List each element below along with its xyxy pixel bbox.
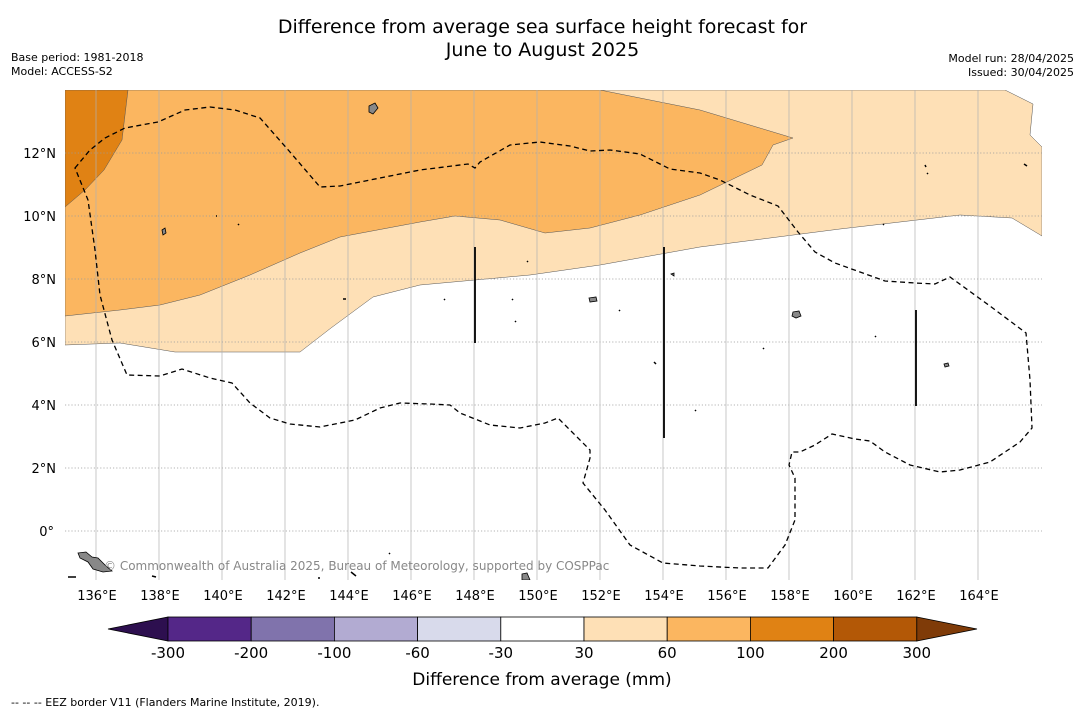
colorbar-tick-label: 30	[574, 644, 593, 662]
lon-label: 152°E	[581, 589, 621, 604]
island-marianas	[368, 102, 379, 115]
footer-note: -- -- -- EEZ border V11 (Flanders Marine…	[11, 696, 320, 709]
lat-label: 2°N	[32, 462, 57, 477]
issued-label: Issued: 30/04/2025	[967, 66, 1074, 79]
anomaly-region-60-100	[65, 90, 794, 317]
colorbar-swatch	[750, 616, 835, 642]
lon-label: 136°E	[77, 589, 117, 604]
lat-label: 12°N	[23, 147, 56, 162]
lon-label: 160°E	[833, 589, 873, 604]
island-png-coast	[77, 551, 113, 573]
lat-labels: 12°N 10°N 8°N 6°N 4°N 2°N 0°	[23, 147, 56, 540]
lat-label: 4°N	[32, 399, 57, 414]
lon-label: 140°E	[203, 589, 243, 604]
lon-label: 146°E	[392, 589, 432, 604]
lon-label: 154°E	[644, 589, 684, 604]
lat-label: 0°	[39, 525, 54, 540]
islands	[77, 102, 950, 580]
lon-gridlines	[95, 90, 979, 580]
lon-labels: 136°E 138°E 140°E 142°E 144°E 146°E 148°…	[77, 589, 999, 604]
island-small-4	[670, 272, 675, 277]
colorbar-swatch	[500, 616, 585, 642]
colorbar-swatch	[833, 616, 918, 642]
base-period-label: Base period: 1981-2018	[11, 51, 144, 64]
colorbar-below-min	[107, 616, 169, 642]
colorbar	[107, 616, 978, 642]
lon-label: 164°E	[959, 589, 999, 604]
colorbar-swatch	[250, 616, 335, 642]
lon-label: 142°E	[266, 589, 306, 604]
colorbar-swatch	[666, 616, 751, 642]
colorbar-tick-label: -30	[489, 644, 514, 662]
lon-label: 156°E	[707, 589, 747, 604]
lon-label: 148°E	[455, 589, 495, 604]
lat-label: 8°N	[32, 273, 57, 288]
lon-label: 138°E	[140, 589, 180, 604]
reef-dots	[68, 163, 1028, 579]
colorbar-tick-label: 100	[736, 644, 765, 662]
colorbar-swatch	[333, 616, 418, 642]
lat-label: 6°N	[32, 336, 57, 351]
island-pohnpei	[791, 310, 802, 319]
map-title-line-1: Difference from average sea surface heig…	[277, 16, 808, 38]
boundary-lines	[474, 247, 917, 438]
colorbar-swatch	[583, 616, 668, 642]
colorbar-ticks: -300 -200 -100 -60 -30 30 60 100 200 300	[151, 644, 931, 662]
colorbar-tick-label: 300	[902, 644, 931, 662]
model-label: Model: ACCESS-S2	[11, 65, 113, 78]
colorbar-tick-label: 200	[819, 644, 848, 662]
colorbar-tick-label: 60	[658, 644, 677, 662]
copyright-credit: © Commonwealth of Australia 2025, Bureau…	[104, 559, 609, 573]
island-small-2	[588, 296, 598, 303]
eez-border	[74, 106, 1033, 569]
colorbar-above-max	[916, 616, 978, 642]
anomaly-region-100-200	[65, 90, 129, 208]
colorbar-swatch	[167, 616, 252, 642]
colorbar-tick-label: -100	[317, 644, 351, 662]
lat-label: 10°N	[23, 210, 56, 225]
lon-label: 150°E	[518, 589, 558, 604]
colorbar-swatch	[417, 616, 502, 642]
island-kosrae	[943, 362, 950, 368]
island-small-1	[161, 227, 167, 236]
lon-label: 144°E	[329, 589, 369, 604]
map-title-line-2: June to August 2025	[445, 39, 640, 61]
lon-label: 158°E	[770, 589, 810, 604]
map-plot-area: © Commonwealth of Australia 2025, Bureau…	[65, 90, 1042, 580]
island-small-3	[521, 572, 531, 580]
colorbar-title: Difference from average (mm)	[412, 670, 671, 690]
lon-label: 162°E	[896, 589, 936, 604]
colorbar-tick-label: -300	[151, 644, 185, 662]
colorbar-tick-label: -60	[405, 644, 430, 662]
colorbar-tick-label: -200	[234, 644, 268, 662]
model-run-label: Model run: 28/04/2025	[948, 52, 1074, 65]
